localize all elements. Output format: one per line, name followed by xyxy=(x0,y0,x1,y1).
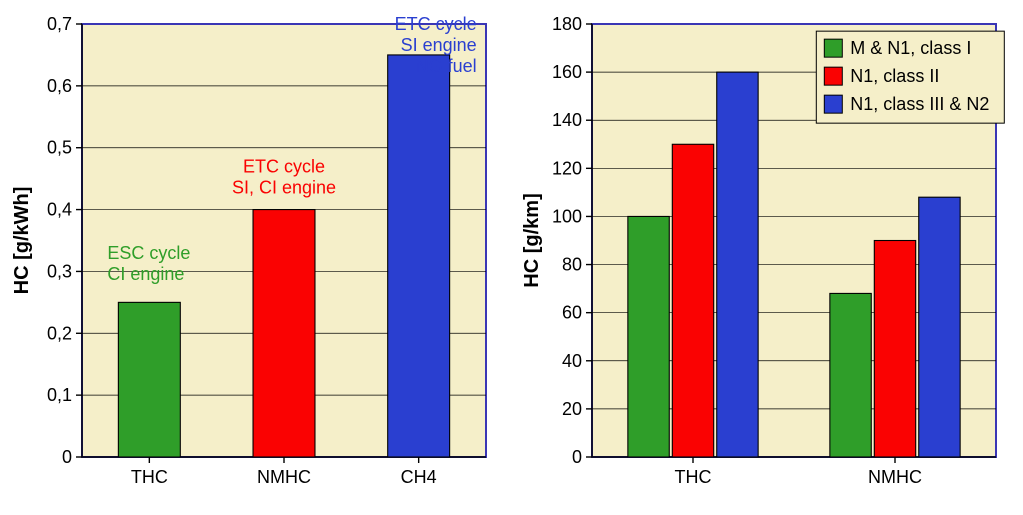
xlabel-THC: THC xyxy=(131,467,168,487)
legend-swatch xyxy=(824,67,842,85)
svg-text:0: 0 xyxy=(572,447,582,467)
bar-THC-1 xyxy=(672,144,713,457)
bar-CH4 xyxy=(388,55,450,457)
svg-text:120: 120 xyxy=(552,158,582,178)
annotation: ETC cycle xyxy=(243,156,325,176)
svg-text:80: 80 xyxy=(562,255,582,275)
bar-THC-2 xyxy=(717,72,758,457)
annotation: SI, CI engine xyxy=(232,177,336,197)
svg-text:0,3: 0,3 xyxy=(47,261,72,281)
left-chart-panel: 0 0,1 0,2 0,3 0,4 0,5 0,6 0,7 HC [g/kWh] THC NMHC C… xyxy=(10,10,500,505)
svg-text:0,5: 0,5 xyxy=(47,138,72,158)
chart-pair: 0 0,1 0,2 0,3 0,4 0,5 0,6 0,7 HC [g/kWh] THC NMHC C… xyxy=(0,0,1023,515)
svg-text:0,1: 0,1 xyxy=(47,385,72,405)
bar-NMHC xyxy=(253,210,315,457)
svg-text:40: 40 xyxy=(562,351,582,371)
svg-text:20: 20 xyxy=(562,399,582,419)
xlabel-CH4: CH4 xyxy=(401,467,437,487)
annotation: CI engine xyxy=(107,264,184,284)
bar-NMHC-2 xyxy=(919,197,960,457)
svg-text:0,4: 0,4 xyxy=(47,200,72,220)
annotation: ETC cycle xyxy=(395,14,477,34)
svg-text:180: 180 xyxy=(552,14,582,34)
legend-label: N1, class II xyxy=(850,66,939,86)
svg-text:HC [g/km]: HC [g/km] xyxy=(521,193,543,287)
annotation: NG fuel xyxy=(416,56,477,76)
svg-text:0,7: 0,7 xyxy=(47,14,72,34)
xlabel-NMHC: NMHC xyxy=(868,467,922,487)
legend-label: M & N1, class I xyxy=(850,38,971,58)
svg-text:100: 100 xyxy=(552,206,582,226)
bar-NMHC-1 xyxy=(874,241,915,458)
svg-text:60: 60 xyxy=(562,303,582,323)
svg-text:0,2: 0,2 xyxy=(47,323,72,343)
annotation: ESC cycle xyxy=(107,243,190,263)
svg-text:160: 160 xyxy=(552,62,582,82)
right-chart-svg: 0 20 40 60 80 100 120 140 160 180 HC [g/km] THC NMHC… xyxy=(520,10,1010,505)
xlabel-NMHC: NMHC xyxy=(257,467,311,487)
left-chart-svg: 0 0,1 0,2 0,3 0,4 0,5 0,6 0,7 HC [g/kWh] THC NMHC C… xyxy=(10,10,500,505)
legend-swatch xyxy=(824,39,842,57)
legend-swatch xyxy=(824,95,842,113)
annotation: SI engine xyxy=(401,35,477,55)
xlabel-THC: THC xyxy=(675,467,712,487)
bar-NMHC-0 xyxy=(830,293,871,457)
bar-THC xyxy=(118,302,180,457)
right-chart-panel: 0 20 40 60 80 100 120 140 160 180 HC [g/km] THC NMHC… xyxy=(520,10,1010,505)
svg-text:HC [g/kWh]: HC [g/kWh] xyxy=(11,187,33,295)
bar-THC-0 xyxy=(628,216,669,457)
svg-text:0: 0 xyxy=(62,447,72,467)
svg-text:0,6: 0,6 xyxy=(47,76,72,96)
svg-text:140: 140 xyxy=(552,110,582,130)
legend-label: N1, class III & N2 xyxy=(850,94,989,114)
